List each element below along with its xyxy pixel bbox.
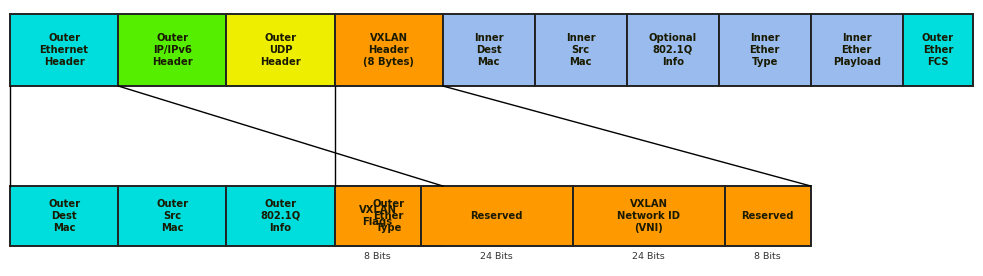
Text: 8 Bits: 8 Bits	[754, 252, 781, 261]
Text: Inner
Src
Mac: Inner Src Mac	[566, 33, 596, 67]
Bar	[627, 14, 719, 86]
Bar	[902, 14, 973, 86]
Text: VXLAN
Header
(8 Bytes): VXLAN Header (8 Bytes)	[364, 33, 414, 67]
Bar	[334, 186, 442, 246]
Text: Outer
802.1Q
Info: Outer 802.1Q Info	[260, 199, 301, 233]
Bar	[226, 14, 334, 86]
Text: Reserved: Reserved	[471, 211, 523, 221]
Bar	[10, 14, 118, 86]
Bar	[573, 186, 724, 246]
Bar	[334, 186, 421, 246]
Text: Reserved: Reserved	[741, 211, 794, 221]
Text: 24 Bits: 24 Bits	[632, 252, 665, 261]
Text: Inner
Ether
Type: Inner Ether Type	[749, 33, 780, 67]
Text: Outer
IP/IPv6
Header: Outer IP/IPv6 Header	[152, 33, 193, 67]
Text: Inner
Ether
Playload: Inner Ether Playload	[833, 33, 881, 67]
Text: Outer
Ethernet
Header: Outer Ethernet Header	[39, 33, 88, 67]
Text: VXLAN
Flags: VXLAN Flags	[359, 205, 397, 227]
Text: Outer
Ether
Type: Outer Ether Type	[373, 199, 405, 233]
Text: Optional
802.1Q
Info: Optional 802.1Q Info	[649, 33, 697, 67]
Text: Inner
Dest
Mac: Inner Dest Mac	[474, 33, 503, 67]
Bar	[442, 14, 535, 86]
Bar	[724, 186, 811, 246]
Text: 8 Bits: 8 Bits	[365, 252, 391, 261]
Bar	[334, 14, 442, 86]
Bar	[10, 186, 118, 246]
Bar	[535, 14, 627, 86]
Text: Outer
Ether
FCS: Outer Ether FCS	[922, 33, 954, 67]
Text: Outer
Dest
Mac: Outer Dest Mac	[48, 199, 81, 233]
Text: Outer
UDP
Header: Outer UDP Header	[260, 33, 301, 67]
Bar	[226, 186, 334, 246]
Text: Outer
Src
Mac: Outer Src Mac	[156, 199, 189, 233]
Bar	[421, 186, 573, 246]
Bar	[719, 14, 811, 86]
Text: VXLAN
Network ID
(VNI): VXLAN Network ID (VNI)	[617, 199, 680, 233]
Bar	[811, 14, 902, 86]
Text: 24 Bits: 24 Bits	[481, 252, 513, 261]
Bar	[118, 186, 226, 246]
Bar	[118, 14, 226, 86]
